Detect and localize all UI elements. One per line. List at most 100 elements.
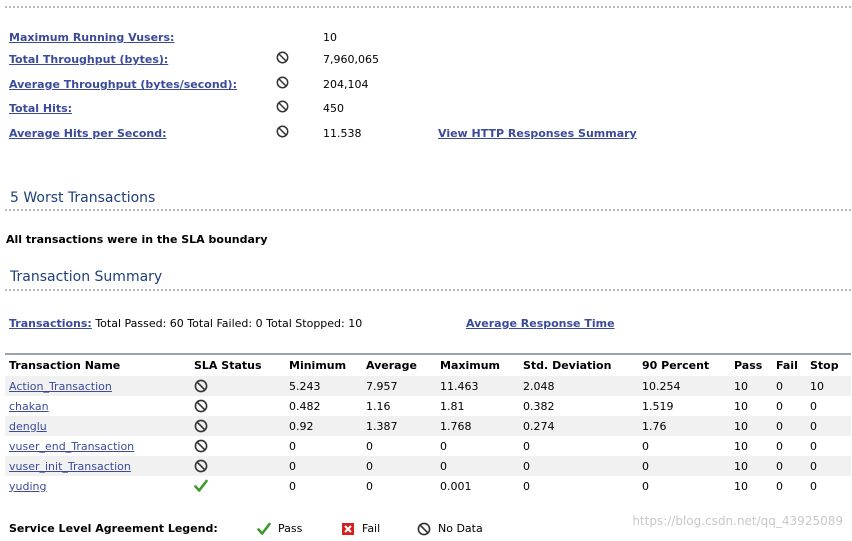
col-header: 90 Percent — [638, 353, 730, 376]
cell-pass: 10 — [730, 476, 772, 496]
stat-value-avg-hits: 11.538 — [323, 127, 362, 140]
cell-std-deviation: 0.274 — [519, 416, 638, 436]
cell-maximum: 1.768 — [436, 416, 519, 436]
cell-average: 7.957 — [362, 376, 436, 396]
cell-fail: 0 — [772, 476, 806, 496]
table-row: yuding 0 0 0.001 0 0 10 0 0 — [5, 476, 851, 496]
cell-fail: 0 — [772, 436, 806, 456]
no-data-icon — [276, 100, 289, 113]
legend-fail-label: Fail — [362, 522, 381, 535]
transaction-counts-line: Transactions: Total Passed: 60 Total Fai… — [9, 317, 362, 330]
fail-x-icon — [342, 523, 354, 535]
col-header: Maximum — [436, 353, 519, 376]
table-row: vuser_init_Transaction 0 0 0 0 0 10 0 0 — [5, 456, 851, 476]
no-data-icon — [417, 522, 431, 536]
no-data-icon — [194, 459, 208, 473]
pass-check-icon — [194, 479, 208, 492]
col-header: SLA Status — [190, 353, 285, 376]
cell-pass: 10 — [730, 376, 772, 396]
transaction-name-link[interactable]: vuser_end_Transaction — [9, 439, 135, 453]
legend-no-data-label: No Data — [438, 522, 483, 535]
cell-average: 1.16 — [362, 396, 436, 416]
transaction-name-link[interactable]: denglu — [9, 419, 47, 433]
cell-stop: 0 — [806, 396, 851, 416]
cell-90-percent: 0 — [638, 436, 730, 456]
stat-label-avg-throughput[interactable]: Average Throughput (bytes/second): — [9, 78, 237, 91]
cell-average: 0 — [362, 436, 436, 456]
transaction-table: Transaction Name SLA Status Minimum Aver… — [5, 353, 851, 496]
no-data-icon — [194, 399, 208, 413]
cell-average: 0 — [362, 476, 436, 496]
stat-value-total-throughput: 7,960,065 — [323, 53, 379, 66]
cell-stop: 0 — [806, 436, 851, 456]
stat-label-total-throughput[interactable]: Total Throughput (bytes): — [9, 53, 169, 66]
cell-std-deviation: 0 — [519, 476, 638, 496]
transaction-name-link[interactable]: vuser_init_Transaction — [9, 459, 131, 473]
cell-90-percent: 0 — [638, 456, 730, 476]
col-header: Pass — [730, 353, 772, 376]
transactions-link[interactable]: Transactions: — [9, 317, 92, 330]
stat-label-total-hits[interactable]: Total Hits: — [9, 102, 73, 115]
col-header: Stop — [806, 353, 851, 376]
cell-stop: 10 — [806, 376, 851, 396]
stat-value-total-hits: 450 — [323, 102, 344, 115]
no-data-icon — [194, 379, 208, 393]
stat-value-avg-throughput: 204,104 — [323, 78, 369, 91]
sla-legend-title: Service Level Agreement Legend: — [9, 522, 218, 535]
cell-pass: 10 — [730, 436, 772, 456]
no-data-icon — [194, 439, 208, 453]
stat-value-max-vusers: 10 — [323, 31, 337, 44]
cell-maximum: 0 — [436, 456, 519, 476]
summary-divider — [5, 289, 851, 291]
cell-stop: 0 — [806, 456, 851, 476]
table-row: denglu 0.92 1.387 1.768 0.274 1.76 10 0 … — [5, 416, 851, 436]
worst-divider — [5, 209, 851, 211]
col-header: Fail — [772, 353, 806, 376]
col-header: Std. Deviation — [519, 353, 638, 376]
sla-boundary-message: All transactions were in the SLA boundar… — [6, 233, 268, 246]
legend-pass-label: Pass — [278, 522, 303, 535]
no-data-icon — [276, 51, 289, 64]
cell-maximum: 11.463 — [436, 376, 519, 396]
cell-fail: 0 — [772, 416, 806, 436]
cell-fail: 0 — [772, 376, 806, 396]
cell-minimum: 0.482 — [285, 396, 362, 416]
worst-transactions-title: 5 Worst Transactions — [10, 190, 156, 206]
cell-90-percent: 0 — [638, 476, 730, 496]
cell-std-deviation: 0 — [519, 436, 638, 456]
cell-pass: 10 — [730, 396, 772, 416]
no-data-icon — [276, 76, 289, 89]
col-header: Minimum — [285, 353, 362, 376]
transaction-name-link[interactable]: Action_Transaction — [9, 379, 112, 393]
col-header: Transaction Name — [5, 353, 190, 376]
view-http-responses-link[interactable]: View HTTP Responses Summary — [438, 127, 637, 140]
cell-fail: 0 — [772, 456, 806, 476]
cell-average: 0 — [362, 456, 436, 476]
table-header: Transaction Name SLA Status Minimum Aver… — [5, 353, 851, 376]
cell-minimum: 5.243 — [285, 376, 362, 396]
stat-label-avg-hits[interactable]: Average Hits per Second: — [9, 127, 167, 140]
cell-stop: 0 — [806, 416, 851, 436]
cell-90-percent: 1.76 — [638, 416, 730, 436]
cell-fail: 0 — [772, 396, 806, 416]
table-row: Action_Transaction 5.243 7.957 11.463 2.… — [5, 376, 851, 396]
watermark: https://blog.csdn.net/qq_43925089 — [632, 514, 843, 528]
cell-maximum: 0.001 — [436, 476, 519, 496]
stat-label-max-vusers[interactable]: Maximum Running Vusers: — [9, 31, 175, 44]
cell-average: 1.387 — [362, 416, 436, 436]
no-data-icon — [194, 419, 208, 433]
cell-90-percent: 10.254 — [638, 376, 730, 396]
transaction-name-link[interactable]: yuding — [9, 479, 47, 493]
cell-stop: 0 — [806, 476, 851, 496]
average-response-time-link[interactable]: Average Response Time — [466, 317, 615, 330]
cell-std-deviation: 0.382 — [519, 396, 638, 416]
cell-minimum: 0 — [285, 476, 362, 496]
transaction-name-link[interactable]: chakan — [9, 399, 49, 413]
transaction-counts: Total Passed: 60 Total Failed: 0 Total S… — [95, 317, 363, 330]
cell-std-deviation: 2.048 — [519, 376, 638, 396]
top-divider — [5, 6, 851, 8]
cell-maximum: 1.81 — [436, 396, 519, 416]
cell-pass: 10 — [730, 456, 772, 476]
cell-minimum: 0 — [285, 436, 362, 456]
no-data-icon — [276, 125, 289, 138]
